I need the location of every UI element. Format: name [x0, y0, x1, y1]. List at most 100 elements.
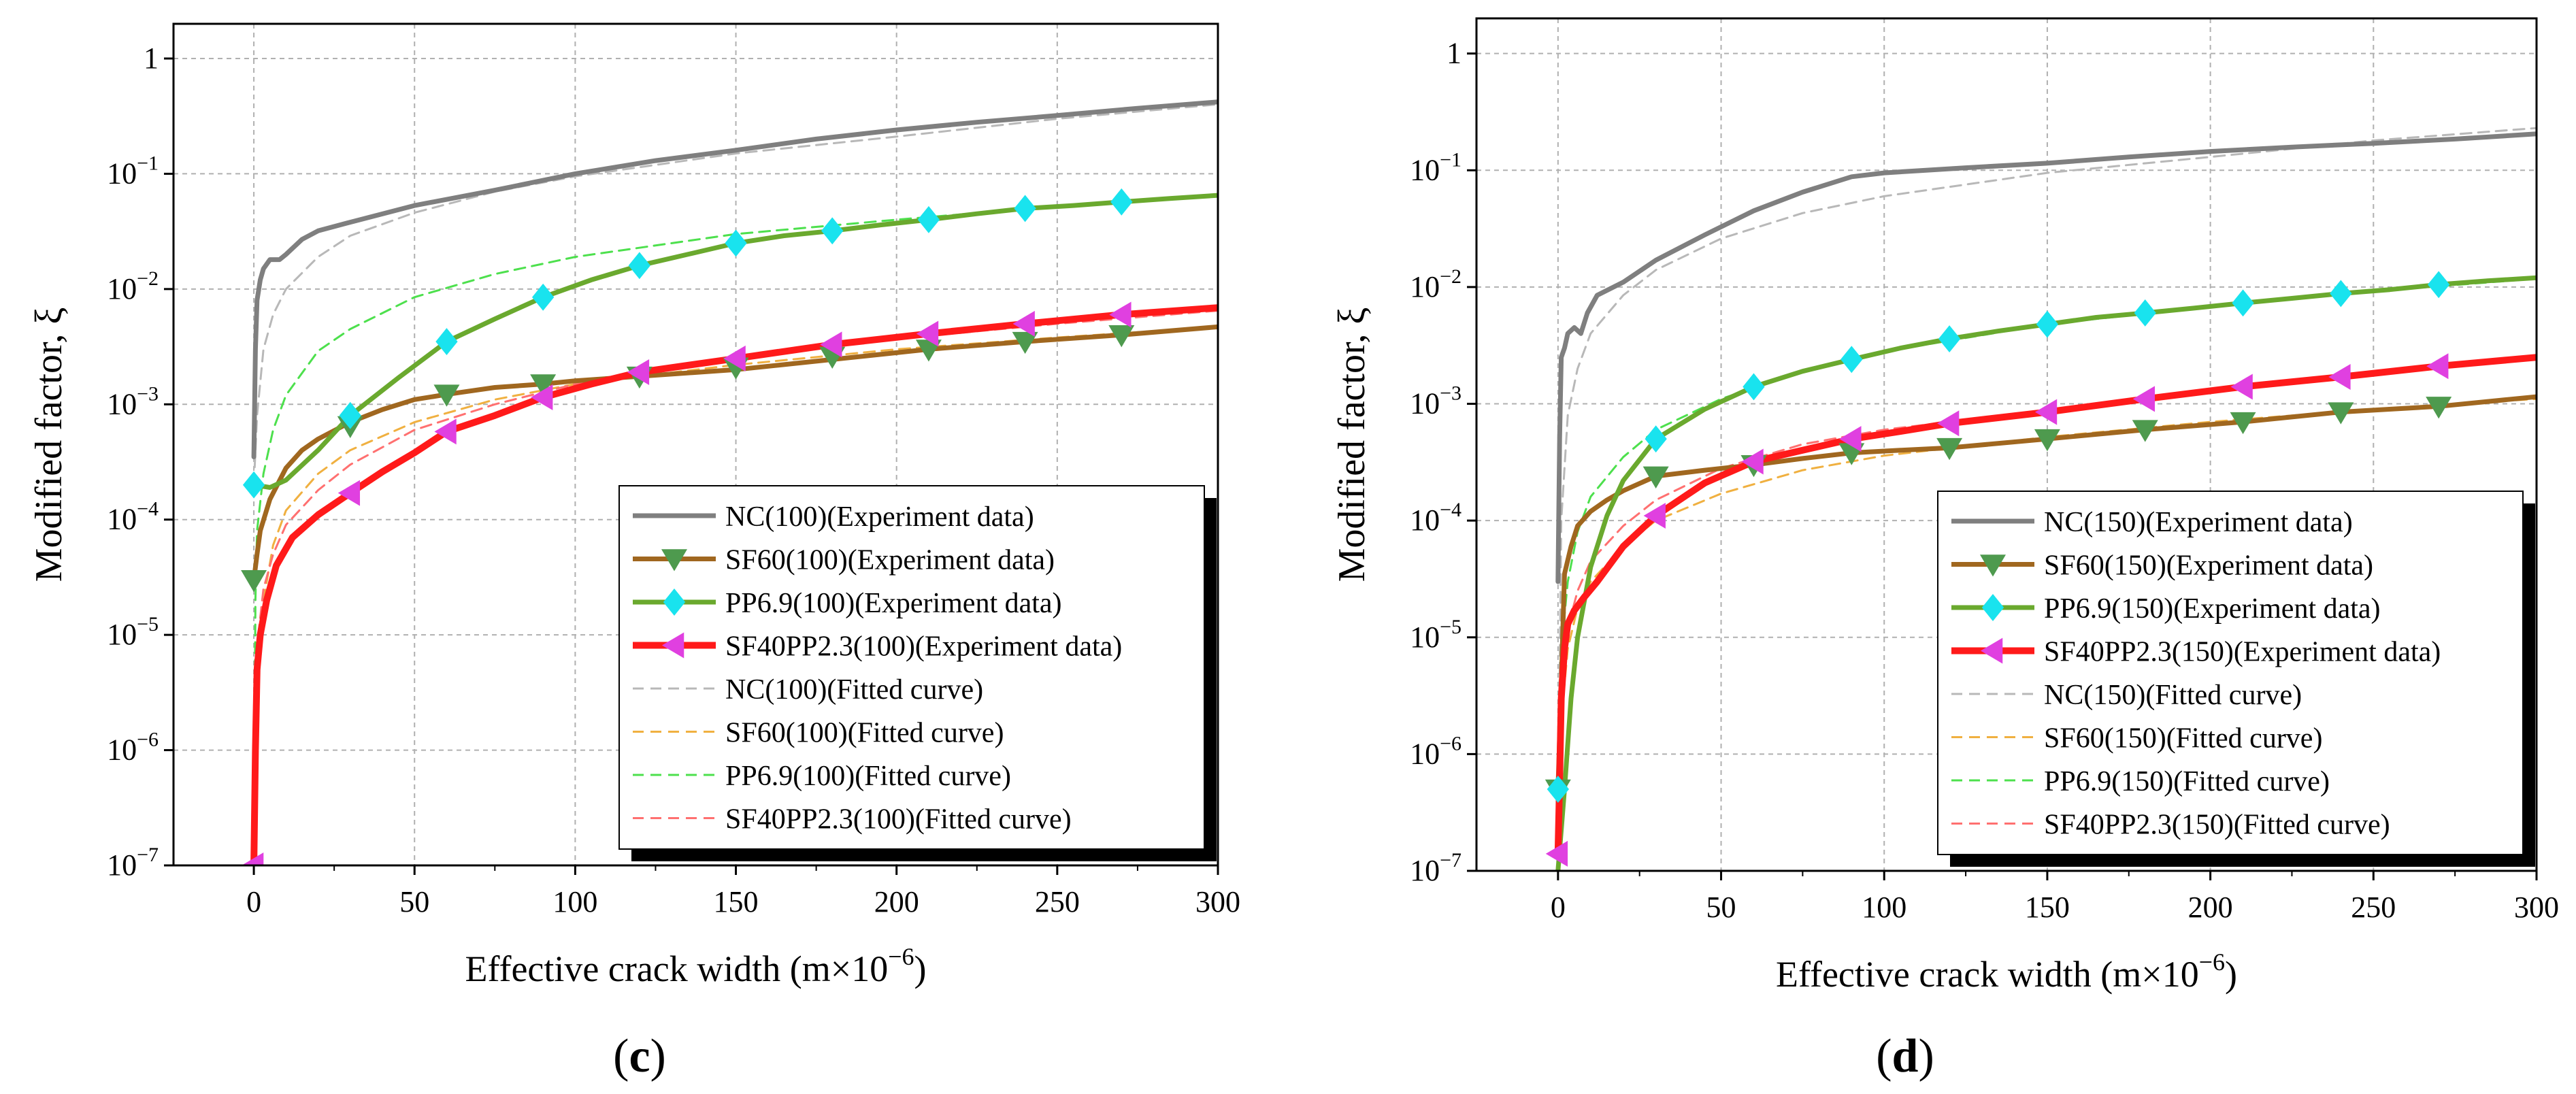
- x-tick-label: 50: [399, 885, 429, 918]
- data-point: [1981, 594, 2004, 621]
- y-tick-exponent: −4: [137, 498, 159, 520]
- data-point: [339, 401, 361, 429]
- data-point: [530, 374, 557, 397]
- series-line: [251, 193, 1218, 490]
- data-point: [1743, 373, 1765, 401]
- data-point: [1108, 325, 1135, 348]
- series-line: [1557, 127, 2537, 852]
- legend-entry: SF40PP2.3(100)(Experiment data): [725, 631, 1122, 663]
- x-axis-label: Effective crack width (m×10−6): [1776, 948, 2237, 995]
- series-line: [252, 103, 1218, 486]
- series-line: [1554, 354, 2537, 857]
- legend-entry: PP6.9(100)(Fitted curve): [725, 761, 1011, 792]
- y-tick-exponent: −2: [1440, 265, 1462, 288]
- data-point: [1545, 840, 1568, 867]
- y-tick-label: 10−7: [1410, 849, 1462, 887]
- y-tick-label: 10−4: [107, 498, 159, 536]
- y-axis: 1 10−1 10−2 10−3 10−4 10−5 10−6 10−7: [1410, 37, 1476, 887]
- legend-entry: SF40PP2.3(150)(Experiment data): [2044, 637, 2441, 668]
- x-tick-label: 50: [1706, 891, 1736, 924]
- y-tick-label: 10−4: [1410, 499, 1462, 537]
- panel-label: (c): [613, 1030, 666, 1082]
- data-point: [2232, 289, 2254, 317]
- legend: NC(150)(Experiment data) SF60(150)(Experi…: [1937, 491, 2535, 867]
- x-tick-label: 250: [2351, 891, 2396, 924]
- x-axis-label: Effective crack width (m×10−6): [465, 943, 926, 989]
- y-axis-label: Modified factor, ξ: [28, 308, 70, 582]
- data-point: [2428, 271, 2450, 299]
- data-point: [1645, 425, 1667, 453]
- data-point: [1012, 310, 1035, 337]
- y-tick-label: 10−1: [1410, 148, 1462, 186]
- panel-d: 0 50 100 150 200 250 300110−110−210−310−410−51…: [1331, 17, 2559, 1082]
- data-point: [1839, 426, 1862, 452]
- data-point: [628, 252, 650, 280]
- x-tick-label: 100: [552, 885, 597, 918]
- y-tick-exponent: −7: [137, 844, 159, 866]
- data-point: [433, 384, 460, 407]
- data-point: [820, 331, 842, 358]
- data-point: [2132, 386, 2155, 412]
- data-point: [2230, 374, 2253, 400]
- legend-entry: PP6.9(150)(Fitted curve): [2044, 766, 2330, 797]
- legend-entry: SF40PP2.3(150)(Fitted curve): [2044, 810, 2390, 841]
- y-tick-label: 10−7: [107, 844, 159, 882]
- legend: NC(100)(Experiment data) SF60(100)(Experi…: [618, 485, 1217, 861]
- y-tick-label: 10−3: [107, 382, 159, 420]
- y-tick-exponent: −1: [137, 152, 159, 174]
- y-tick-label: 1: [1447, 37, 1462, 70]
- data-point: [242, 471, 265, 499]
- data-point: [1741, 448, 1764, 475]
- y-tick-label: 10−1: [107, 152, 159, 190]
- x-tick-label: 250: [1035, 885, 1080, 918]
- y-axis-label: Modified factor, ξ: [1331, 308, 1373, 582]
- data-point: [2036, 310, 2059, 338]
- data-point: [2134, 299, 2156, 327]
- plot-area: [1545, 127, 2537, 871]
- data-point: [661, 549, 687, 571]
- data-point: [1980, 637, 2003, 664]
- series-line: [1555, 131, 2537, 584]
- x-tick-label: 150: [714, 885, 759, 918]
- data-point: [1938, 325, 1961, 352]
- data-point: [1643, 503, 1666, 529]
- y-tick-exponent: −7: [1440, 849, 1462, 872]
- x-tick-label: 100: [1862, 891, 1906, 924]
- legend-entry: SF40PP2.3(100)(Fitted curve): [725, 804, 1072, 835]
- axes-frame: [172, 22, 1219, 867]
- y-tick-label: 10−6: [1410, 732, 1462, 770]
- x-tick-label: 200: [2188, 891, 2233, 924]
- data-point: [1642, 466, 1669, 488]
- y-tick-exponent: −5: [1440, 616, 1462, 638]
- data-point: [1937, 410, 1960, 437]
- series-line: [252, 325, 1218, 865]
- data-point: [915, 339, 942, 362]
- y-tick-exponent: −4: [1440, 499, 1462, 521]
- y-tick-label: 10−2: [1410, 265, 1462, 303]
- series-line: [250, 304, 1218, 865]
- data-point: [2328, 363, 2351, 390]
- y-tick-label: 10−3: [1410, 382, 1462, 420]
- x-tick-label: 200: [874, 885, 919, 918]
- data-point: [241, 570, 267, 593]
- data-point: [723, 345, 746, 371]
- legend-entry: PP6.9(150)(Experiment data): [2044, 593, 2381, 625]
- data-point: [2330, 280, 2352, 308]
- series-line: [252, 310, 1218, 865]
- legend-entry: SF60(100)(Experiment data): [725, 545, 1055, 576]
- panel-label: (d): [1876, 1030, 1934, 1082]
- legend-box: [1937, 491, 2524, 855]
- data-point: [2230, 412, 2256, 435]
- data-point: [1936, 437, 1963, 461]
- data-point: [821, 217, 844, 245]
- data-point: [2426, 397, 2452, 419]
- legend-entry: SF60(150)(Fitted curve): [2044, 723, 2322, 755]
- data-point: [532, 283, 555, 311]
- data-point: [917, 205, 940, 233]
- data-point: [2328, 402, 2354, 425]
- plot-area: [241, 99, 1218, 865]
- panel-c: 0 50 100 150 200 250 300110−110−210−310−410−51…: [28, 22, 1240, 1082]
- y-tick-exponent: −2: [137, 267, 159, 290]
- axes-frame: [1475, 17, 2538, 872]
- y-tick-exponent: −3: [1440, 382, 1462, 405]
